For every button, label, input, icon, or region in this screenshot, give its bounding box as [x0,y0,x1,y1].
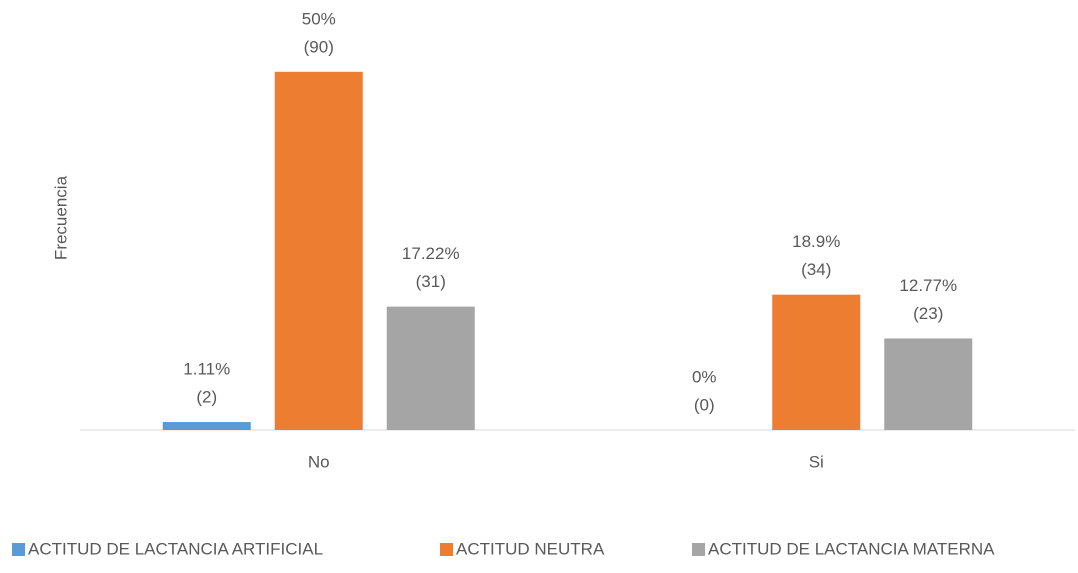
x-tick-label: No [308,452,330,471]
bar [386,306,475,430]
value-label: 18.9% [792,232,840,251]
legend-swatch [12,543,25,556]
value-label: (0) [694,395,715,414]
legend-label: ACTITUD DE LACTANCIA MATERNA [708,539,995,558]
bar [162,422,251,430]
legend-swatch [692,543,705,556]
bar [884,338,973,430]
value-label: 12.77% [899,276,957,295]
x-tick-label: Si [809,452,824,471]
value-label: (23) [913,304,943,323]
bar [772,294,861,430]
legend-swatch [440,543,453,556]
legend-label: ACTITUD DE LACTANCIA ARTIFICIAL [28,539,323,558]
value-label: 0% [692,367,717,386]
value-label: 1.11% [183,360,230,379]
legend-label: ACTITUD NEUTRA [456,539,605,558]
value-label: (31) [416,272,446,291]
value-label: 50% [302,9,336,28]
bar [274,71,363,431]
value-label: 17.22% [402,244,460,263]
value-label: (34) [801,260,831,279]
value-label: (90) [304,37,334,56]
value-label: (2) [196,388,217,407]
y-axis-title: Frecuencia [51,175,70,260]
